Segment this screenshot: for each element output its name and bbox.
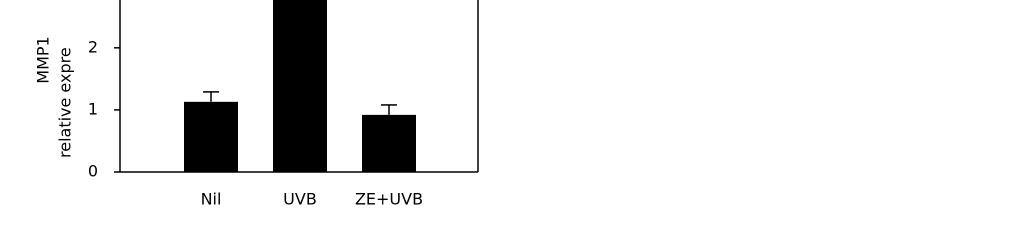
y-axis-label: relative expre: [56, 47, 75, 158]
bar: [362, 114, 416, 172]
y-tick-label: 0: [88, 162, 98, 181]
x-tick-label: Nil: [201, 190, 222, 209]
y-tick-label: 1: [88, 99, 98, 118]
x-tick-label: UVB: [283, 190, 317, 209]
y-axis-label: MMP1: [34, 36, 53, 83]
bar: [184, 101, 238, 172]
y-tick-label: 2: [88, 37, 98, 56]
x-tick-label: ZE+UVB: [355, 190, 423, 209]
chart: MMP1 relative expre 0 1 2 Nil UVB ZE+UVB: [34, 0, 479, 209]
bar: [273, 0, 327, 172]
